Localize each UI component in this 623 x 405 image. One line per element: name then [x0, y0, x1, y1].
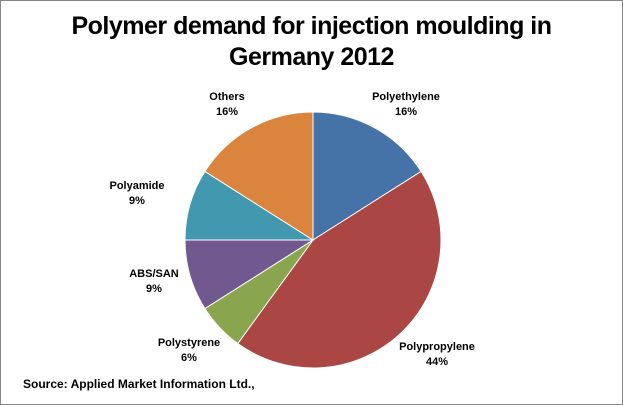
slice-label-others: Others 16% [209, 90, 244, 120]
chart-title-line-1: Polymer demand for injection moulding in [71, 12, 552, 40]
source-note: Source: Applied Market Information Ltd., [23, 377, 255, 391]
slice-label-percent: 9% [146, 283, 162, 295]
slice-label-name: Polystyrene [157, 337, 221, 349]
pie-slice-polypropylene [237, 170, 442, 369]
slice-label-percent: 16% [215, 106, 239, 118]
slice-label-percent: 44% [425, 356, 449, 368]
chart-title-line-2: Germany 2012 [229, 43, 394, 71]
slice-label-name: Polyamide [109, 180, 165, 192]
slice-label-percent: 16% [394, 106, 418, 118]
slice-label-abs-san: ABS/SAN 9% [129, 267, 179, 297]
pie-slice-polyethylene [312, 111, 422, 241]
slice-label-polystyrene: Polystyrene 6% [158, 336, 220, 366]
chart-title: Polymer demand for injection moulding in… [1, 11, 622, 73]
slice-label-polyamide: Polyamide 9% [109, 179, 164, 209]
pie-slice-others [204, 111, 314, 241]
slice-label-percent: 9% [129, 195, 145, 207]
slice-label-name: Polypropylene [399, 341, 475, 353]
slice-label-polyethylene: Polyethylene 16% [372, 90, 440, 120]
slice-label-name: Polyethylene [372, 91, 440, 103]
slice-label-percent: 6% [181, 352, 197, 364]
slice-label-name: Others [209, 91, 245, 103]
slice-label-name: ABS/SAN [129, 268, 179, 280]
slice-label-polypropylene: Polypropylene 44% [399, 340, 475, 370]
